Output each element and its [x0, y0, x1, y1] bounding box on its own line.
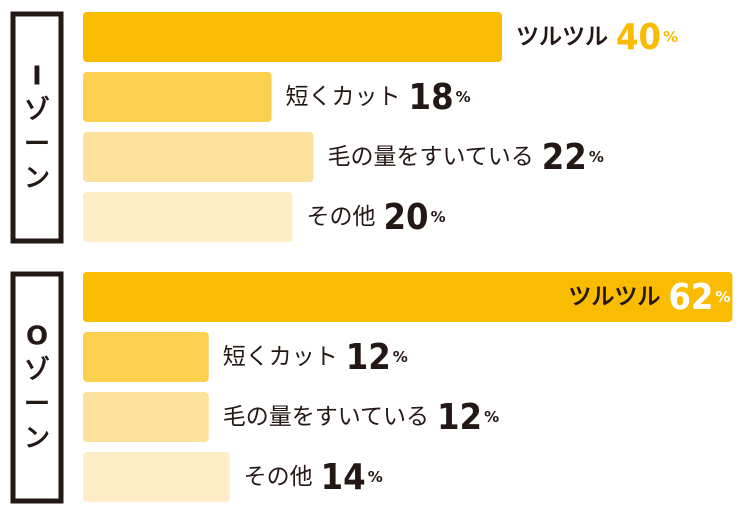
unit-label: %	[456, 88, 471, 106]
value-label: 40	[616, 17, 661, 58]
category-label: その他	[244, 464, 313, 490]
i-zone-bar-label: 毛の量をすいている 22%	[327, 137, 603, 178]
value-label: 62	[668, 277, 713, 318]
category-label: 毛の量をすいている	[327, 144, 533, 170]
o-zone-bar	[83, 392, 209, 442]
value-label: 12	[346, 337, 391, 378]
i-zone-bar	[83, 72, 272, 122]
unit-label: %	[589, 148, 604, 166]
value-label: 22	[542, 137, 587, 178]
o-zone-bar	[83, 272, 733, 322]
i-zone-bar-label: 短くカット 18%	[286, 77, 471, 118]
i-zone-frame	[10, 11, 64, 244]
o-zone-bar-label: ツルツル 62%	[568, 277, 730, 318]
o-zone-label-char: ー	[24, 390, 50, 420]
o-zone-label-char: O	[26, 322, 48, 352]
unit-label: %	[484, 408, 499, 426]
value-label: 12	[437, 397, 482, 438]
o-zone-bar-label: 毛の量をすいている 12%	[223, 397, 499, 438]
i-zone-label-char: ー	[24, 130, 50, 160]
o-zone-bar-label: 短くカット 12%	[223, 337, 408, 378]
unit-label: %	[715, 288, 730, 306]
category-label: 短くカット	[223, 344, 338, 370]
i-zone-bar	[83, 132, 314, 182]
category-label: 毛の量をすいている	[223, 404, 429, 430]
value-label: 18	[409, 77, 454, 118]
i-zone-label-char: ン	[24, 164, 50, 194]
o-zone-bar	[83, 452, 230, 502]
unit-label: %	[431, 208, 446, 226]
value-label: 14	[321, 457, 366, 498]
o-zone-bar	[83, 332, 209, 382]
category-label: その他	[307, 204, 376, 230]
category-label: ツルツル	[568, 284, 660, 310]
o-zone-label-char: ゾ	[24, 355, 50, 386]
i-zone-bar-label: その他 20%	[307, 197, 446, 238]
o-zone-bar-label: その他 14%	[244, 457, 383, 498]
i-zone-label-char: ゾ	[24, 95, 50, 126]
i-zone-bar	[83, 12, 502, 62]
i-zone-bar-label: ツルツル 40%	[516, 17, 678, 58]
value-label: 20	[384, 197, 429, 238]
category-label: 短くカット	[286, 84, 401, 110]
i-zone-bar	[83, 192, 293, 242]
o-zone-label-char: ン	[24, 424, 50, 454]
o-zone-frame	[10, 271, 64, 504]
i-zone-label-char: I	[32, 62, 42, 92]
category-label: ツルツル	[516, 24, 608, 50]
unit-label: %	[663, 28, 678, 46]
unit-label: %	[393, 348, 408, 366]
unit-label: %	[368, 468, 383, 486]
